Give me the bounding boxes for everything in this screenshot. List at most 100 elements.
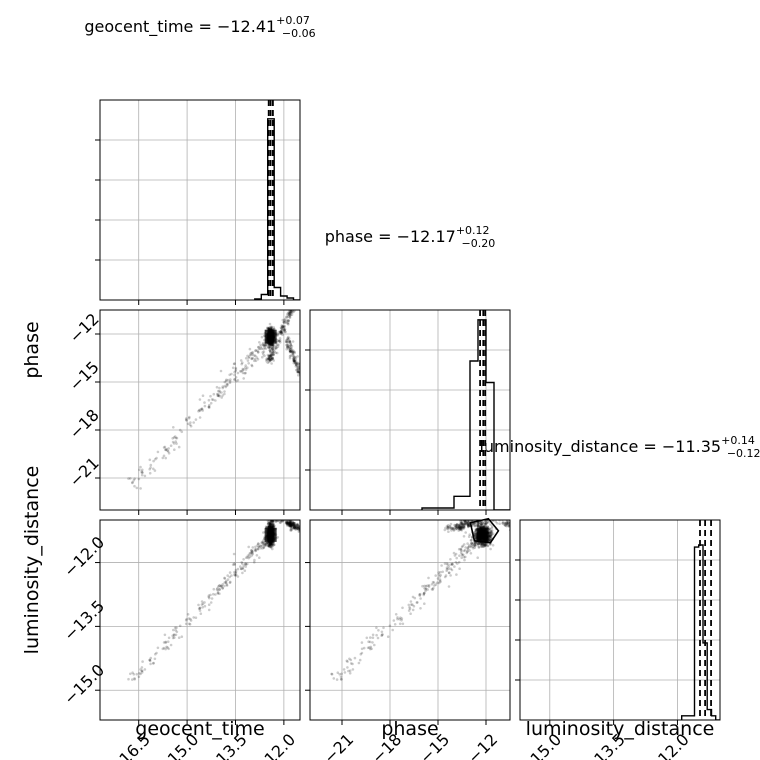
sample-point: [139, 668, 142, 671]
sample-point: [268, 525, 272, 528]
sample-point: [162, 641, 166, 644]
sample-point: [288, 312, 291, 315]
ytick-label-phase-2: −15: [65, 357, 102, 394]
sample-point: [254, 549, 257, 553]
sample-point: [271, 352, 274, 355]
sample-point: [462, 522, 466, 525]
sample-point: [268, 523, 272, 527]
sample-point: [278, 339, 281, 343]
sample-point: [487, 521, 490, 524]
sample-point: [247, 356, 250, 360]
sample-point: [262, 343, 265, 347]
sample-point: [225, 384, 229, 387]
sample-point: [457, 526, 461, 529]
sample-point: [342, 668, 346, 671]
sample-point: [280, 331, 284, 335]
sample-point: [297, 368, 300, 371]
sample-point: [287, 346, 290, 349]
sample-point: [269, 520, 273, 523]
sample-point: [131, 671, 134, 674]
sample-point: [471, 514, 474, 517]
sample-point: [292, 527, 296, 530]
sample-point: [411, 608, 415, 612]
sample-point: [503, 515, 506, 518]
sample-point: [268, 522, 272, 525]
sample-point: [218, 394, 221, 397]
sample-point: [267, 358, 271, 361]
sample-point: [223, 581, 226, 584]
sample-point: [269, 355, 272, 358]
sample-point: [269, 344, 273, 347]
sample-point: [177, 636, 181, 639]
sample-point: [489, 535, 493, 538]
sample-point: [240, 362, 243, 366]
sample-point: [258, 341, 261, 344]
sample-point: [482, 545, 486, 548]
sample-point: [271, 350, 275, 353]
sample-point: [478, 542, 482, 546]
sample-point: [286, 312, 289, 316]
sample-point: [293, 526, 297, 530]
sample-point: [459, 527, 463, 531]
sample-point: [276, 332, 280, 336]
sample-point: [477, 521, 481, 524]
sample-point: [225, 378, 228, 382]
sample-point: [242, 564, 245, 567]
sample-point: [278, 521, 282, 524]
sample-point: [269, 350, 272, 354]
sample-point: [271, 524, 275, 528]
sample-point: [285, 340, 289, 344]
sample-point: [468, 524, 471, 528]
sample-point: [283, 515, 286, 518]
sample-point: [447, 523, 450, 527]
sample-point: [459, 527, 462, 530]
sample-point: [207, 405, 210, 409]
sample-point: [293, 526, 296, 529]
sample-point: [268, 543, 272, 546]
sample-point: [335, 678, 339, 681]
sample-point: [256, 547, 260, 551]
sample-point: [282, 328, 286, 331]
sample-point: [396, 616, 399, 619]
sample-point: [477, 525, 480, 528]
sample-point: [166, 640, 170, 643]
sample-point: [479, 522, 483, 525]
sample-point: [294, 368, 298, 372]
sample-point: [269, 523, 272, 527]
sample-point: [276, 345, 280, 349]
sample-point: [473, 530, 477, 534]
sample-point: [269, 542, 273, 545]
sample-point: [296, 523, 299, 526]
sample-point: [498, 516, 501, 519]
sample-point: [472, 541, 476, 545]
sample-point: [292, 521, 296, 525]
title-phase: phase = −12.17+0.12 −0.20: [325, 224, 496, 250]
sample-point: [288, 314, 292, 317]
sample-point: [284, 521, 288, 525]
sample-point: [297, 526, 300, 530]
sample-point: [465, 521, 468, 525]
sample-point: [369, 645, 373, 649]
sample-point: [493, 517, 496, 520]
sample-point: [437, 581, 441, 585]
sample-point: [198, 606, 202, 610]
sample-point: [198, 398, 202, 401]
sample-point: [247, 362, 250, 365]
sample-point: [292, 521, 295, 525]
sample-point: [490, 531, 494, 535]
sample-point: [271, 523, 275, 526]
sample-point: [216, 592, 220, 595]
sample-point: [149, 656, 153, 660]
sample-point: [408, 606, 411, 609]
sample-point: [289, 310, 292, 314]
sample-point: [266, 353, 270, 357]
sample-point: [166, 450, 170, 453]
sample-point: [279, 331, 282, 334]
sample-point: [285, 319, 289, 322]
frame-scatter-geocent_time-luminosity_distance: [99, 519, 301, 721]
sample-point: [271, 356, 274, 360]
sample-point: [290, 347, 293, 350]
sample-point: [209, 593, 212, 597]
sample-point: [269, 545, 273, 549]
sample-point: [474, 541, 477, 545]
